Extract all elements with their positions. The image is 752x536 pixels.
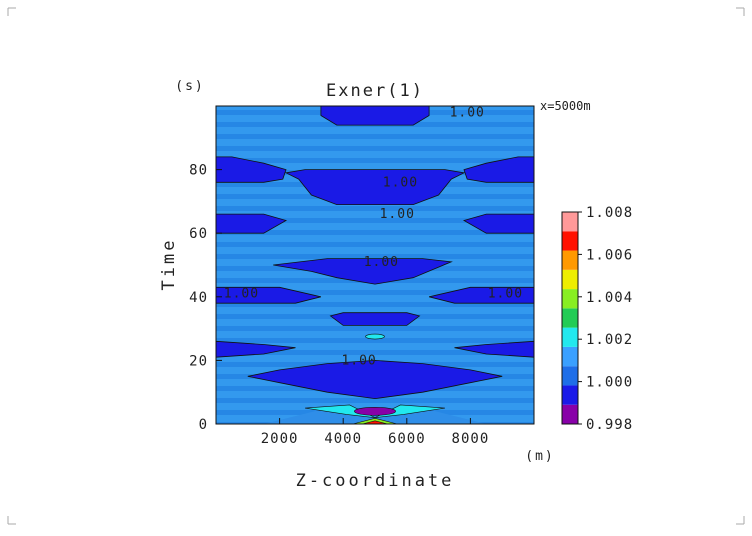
plot-area — [216, 106, 534, 424]
background-band — [216, 158, 534, 163]
region-center-34 — [329, 312, 421, 326]
x-tick-label: 6000 — [388, 431, 426, 447]
background-band — [216, 338, 534, 343]
region-center-52 — [273, 258, 453, 285]
background-band — [216, 242, 534, 247]
region-left-24 — [216, 340, 296, 358]
region-peak-red — [362, 420, 388, 424]
y-unit-label: (s) — [175, 79, 204, 94]
colorbar-segment — [562, 250, 578, 270]
colorbar-label: 1.002 — [586, 332, 633, 348]
region-right-24 — [454, 340, 534, 358]
chart-title: Exner(1) — [326, 81, 424, 101]
region-upper-center — [284, 169, 466, 205]
colorbar-label: 1.008 — [586, 205, 633, 221]
y-tick-label: 60 — [189, 226, 208, 242]
background-band — [216, 290, 534, 295]
region-left-42 — [216, 286, 321, 304]
background-band — [216, 134, 534, 139]
y-axis: 0 20 40 60 80 — [189, 163, 222, 433]
region-right-68 — [462, 213, 534, 234]
colorbar-segment — [562, 404, 578, 424]
region-cyan-right — [374, 404, 446, 418]
region-cyan-spot — [365, 333, 385, 340]
colorbar-frame — [561, 211, 579, 425]
colorbar-segment — [562, 269, 578, 290]
contour-label: 1.00 — [364, 255, 399, 270]
colorbar: 0.998 1.000 1.002 1.004 1.006 1.008 — [561, 205, 633, 433]
x-tick-label: 8000 — [452, 431, 490, 447]
corner-marks — [7, 7, 745, 525]
x-unit-label: (m) — [525, 449, 554, 464]
colorbar-segment — [562, 385, 578, 405]
region-upper-left — [216, 156, 287, 183]
colorbar-segment — [562, 212, 578, 232]
contour-label: 1.00 — [380, 207, 415, 222]
background-band — [216, 398, 534, 403]
y-tick-label: 80 — [189, 163, 208, 179]
colorbar-label: 1.006 — [586, 247, 633, 263]
contour-label: 1.00 — [488, 287, 523, 302]
background-band — [216, 146, 534, 151]
region-base-wedge — [263, 408, 487, 424]
plot-frame — [215, 105, 535, 425]
contour-label: 1.00 — [341, 353, 376, 368]
background-band — [216, 230, 534, 235]
colorbar-label: 1.004 — [586, 290, 633, 306]
colorbar-label: 1.000 — [586, 375, 633, 391]
region-left-68 — [216, 213, 288, 234]
colorbar-segment — [562, 327, 578, 347]
region-upper-right — [463, 156, 534, 183]
contour-label: 1.00 — [224, 287, 259, 302]
background-band — [216, 218, 534, 223]
background-band — [216, 254, 534, 259]
x-tick-label: 4000 — [324, 431, 362, 447]
y-tick-label: 40 — [189, 290, 208, 306]
region-purple-core — [354, 406, 396, 416]
contour-label: 1.00 — [383, 175, 418, 190]
colorbar-segment — [562, 308, 578, 328]
contour-labels: 1.00 1.00 1.00 1.00 1.00 1.00 1.00 — [224, 105, 523, 368]
colorbar-segment — [562, 366, 578, 386]
background-band — [216, 206, 534, 211]
background-band — [216, 326, 534, 331]
colorbar-segment — [562, 289, 578, 309]
x-axis: 2000 4000 6000 8000 — [261, 418, 490, 447]
y-axis-label: Time — [159, 238, 179, 291]
colorbar-label: 0.998 — [586, 417, 633, 433]
colorbar-segment — [562, 231, 578, 251]
x-tick-label: 2000 — [261, 431, 299, 447]
y-tick-label: 20 — [189, 353, 208, 369]
background-band — [216, 302, 534, 307]
background-band — [216, 350, 534, 355]
x-axis-label: Z-coordinate — [296, 471, 455, 491]
y-tick-label: 0 — [199, 417, 208, 433]
annotation-label: x=5000m — [540, 99, 591, 113]
region-center-15 — [247, 359, 503, 400]
colorbar-segment — [562, 346, 578, 367]
region-top-center — [320, 106, 430, 126]
region-right-42 — [429, 286, 534, 304]
contour-label: 1.00 — [450, 105, 485, 120]
